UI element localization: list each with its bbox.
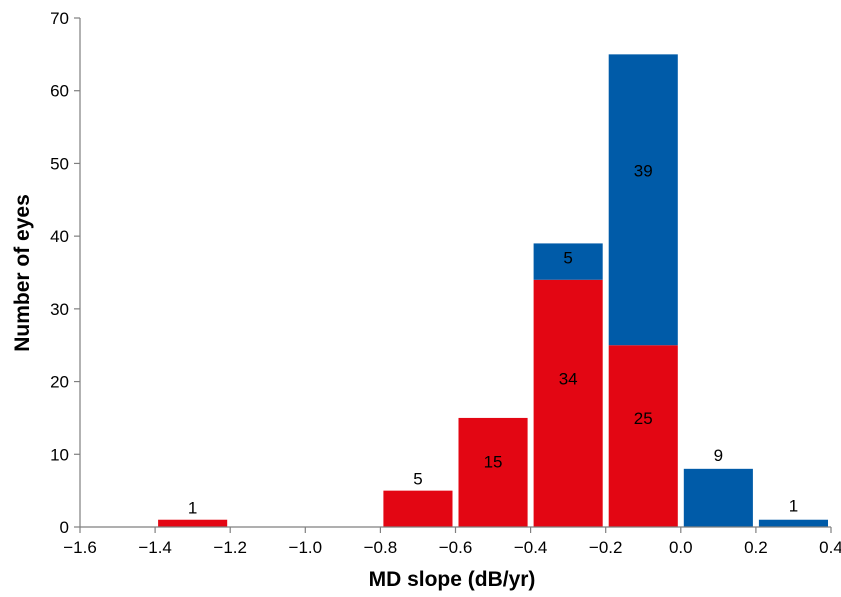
y-axis-title: Number of eyes xyxy=(11,194,34,352)
x-tick-label: −0.8 xyxy=(364,538,398,557)
x-tick-label: −1.4 xyxy=(138,538,172,557)
x-tick-label: 0.4 xyxy=(819,538,841,557)
bar-red-4 xyxy=(608,345,678,527)
data-label-blue-5: 9 xyxy=(714,446,723,465)
bars-layer xyxy=(158,54,828,527)
x-tick-label: −1.0 xyxy=(289,538,323,557)
data-label-red-0: 1 xyxy=(188,499,197,518)
y-tick-label: 30 xyxy=(50,300,69,319)
y-tick-label: 50 xyxy=(50,154,69,173)
bar-red-2 xyxy=(458,417,528,527)
data-label-red-3: 34 xyxy=(559,370,578,389)
data-label-blue-4: 39 xyxy=(634,162,653,181)
axes-layer: −1.6 −1.4 −1.2 −1.0 −0.8 −0.6 −0.4 −0.2 0.0 0.2 0.… xyxy=(50,9,841,557)
bar-blue-5 xyxy=(683,468,753,527)
x-axis-title: MD slope (dB/yr) xyxy=(369,568,536,591)
data-label-red-2: 15 xyxy=(484,453,503,472)
data-label-blue-6: 1 xyxy=(789,497,798,516)
bar-blue-3 xyxy=(533,243,603,280)
bar-blue-4 xyxy=(608,54,678,346)
x-tick-label: −0.6 xyxy=(439,538,473,557)
y-tick-label: 0 xyxy=(60,518,69,537)
x-tick-label: −1.6 xyxy=(63,538,97,557)
x-tick-label: −0.4 xyxy=(514,538,548,557)
y-tick-label: 20 xyxy=(50,373,69,392)
x-tick-label: 0.0 xyxy=(669,538,693,557)
y-tick-label: 40 xyxy=(50,227,69,246)
y-tick-label: 60 xyxy=(50,82,69,101)
y-tick-label: 10 xyxy=(50,445,69,464)
x-tick-label: 0.2 xyxy=(744,538,768,557)
x-tick-label: −1.2 xyxy=(213,538,247,557)
data-label-red-4: 25 xyxy=(634,409,653,428)
bar-red-1 xyxy=(383,490,453,527)
bar-red-0 xyxy=(158,519,228,527)
bar-blue-6 xyxy=(758,519,828,527)
y-tick-label: 70 xyxy=(50,9,69,28)
data-label-red-1: 5 xyxy=(413,470,422,489)
data-label-blue-3: 5 xyxy=(563,248,572,267)
bar-red-3 xyxy=(533,279,603,527)
x-tick-label: −0.2 xyxy=(589,538,623,557)
